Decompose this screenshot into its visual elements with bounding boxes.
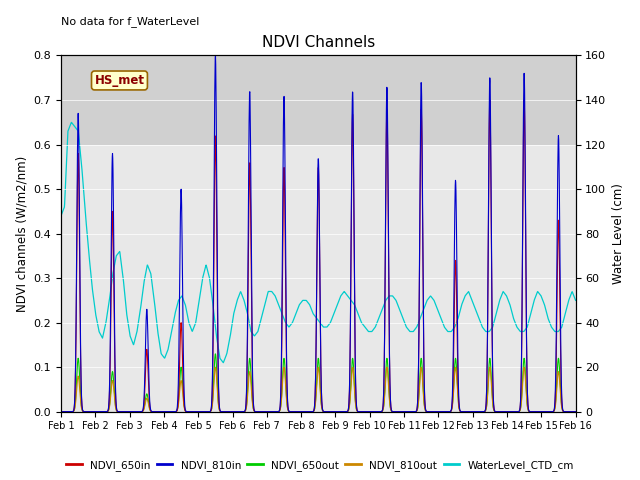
Text: HS_met: HS_met <box>95 74 145 87</box>
Y-axis label: NDVI channels (W/m2/nm): NDVI channels (W/m2/nm) <box>15 156 28 312</box>
Text: No data for f_WaterLevel: No data for f_WaterLevel <box>61 16 200 27</box>
Title: NDVI Channels: NDVI Channels <box>262 35 375 50</box>
Y-axis label: Water Level (cm): Water Level (cm) <box>612 183 625 284</box>
Bar <box>61 56 575 144</box>
Legend: NDVI_650in, NDVI_810in, NDVI_650out, NDVI_810out, WaterLevel_CTD_cm: NDVI_650in, NDVI_810in, NDVI_650out, NDV… <box>62 456 578 475</box>
